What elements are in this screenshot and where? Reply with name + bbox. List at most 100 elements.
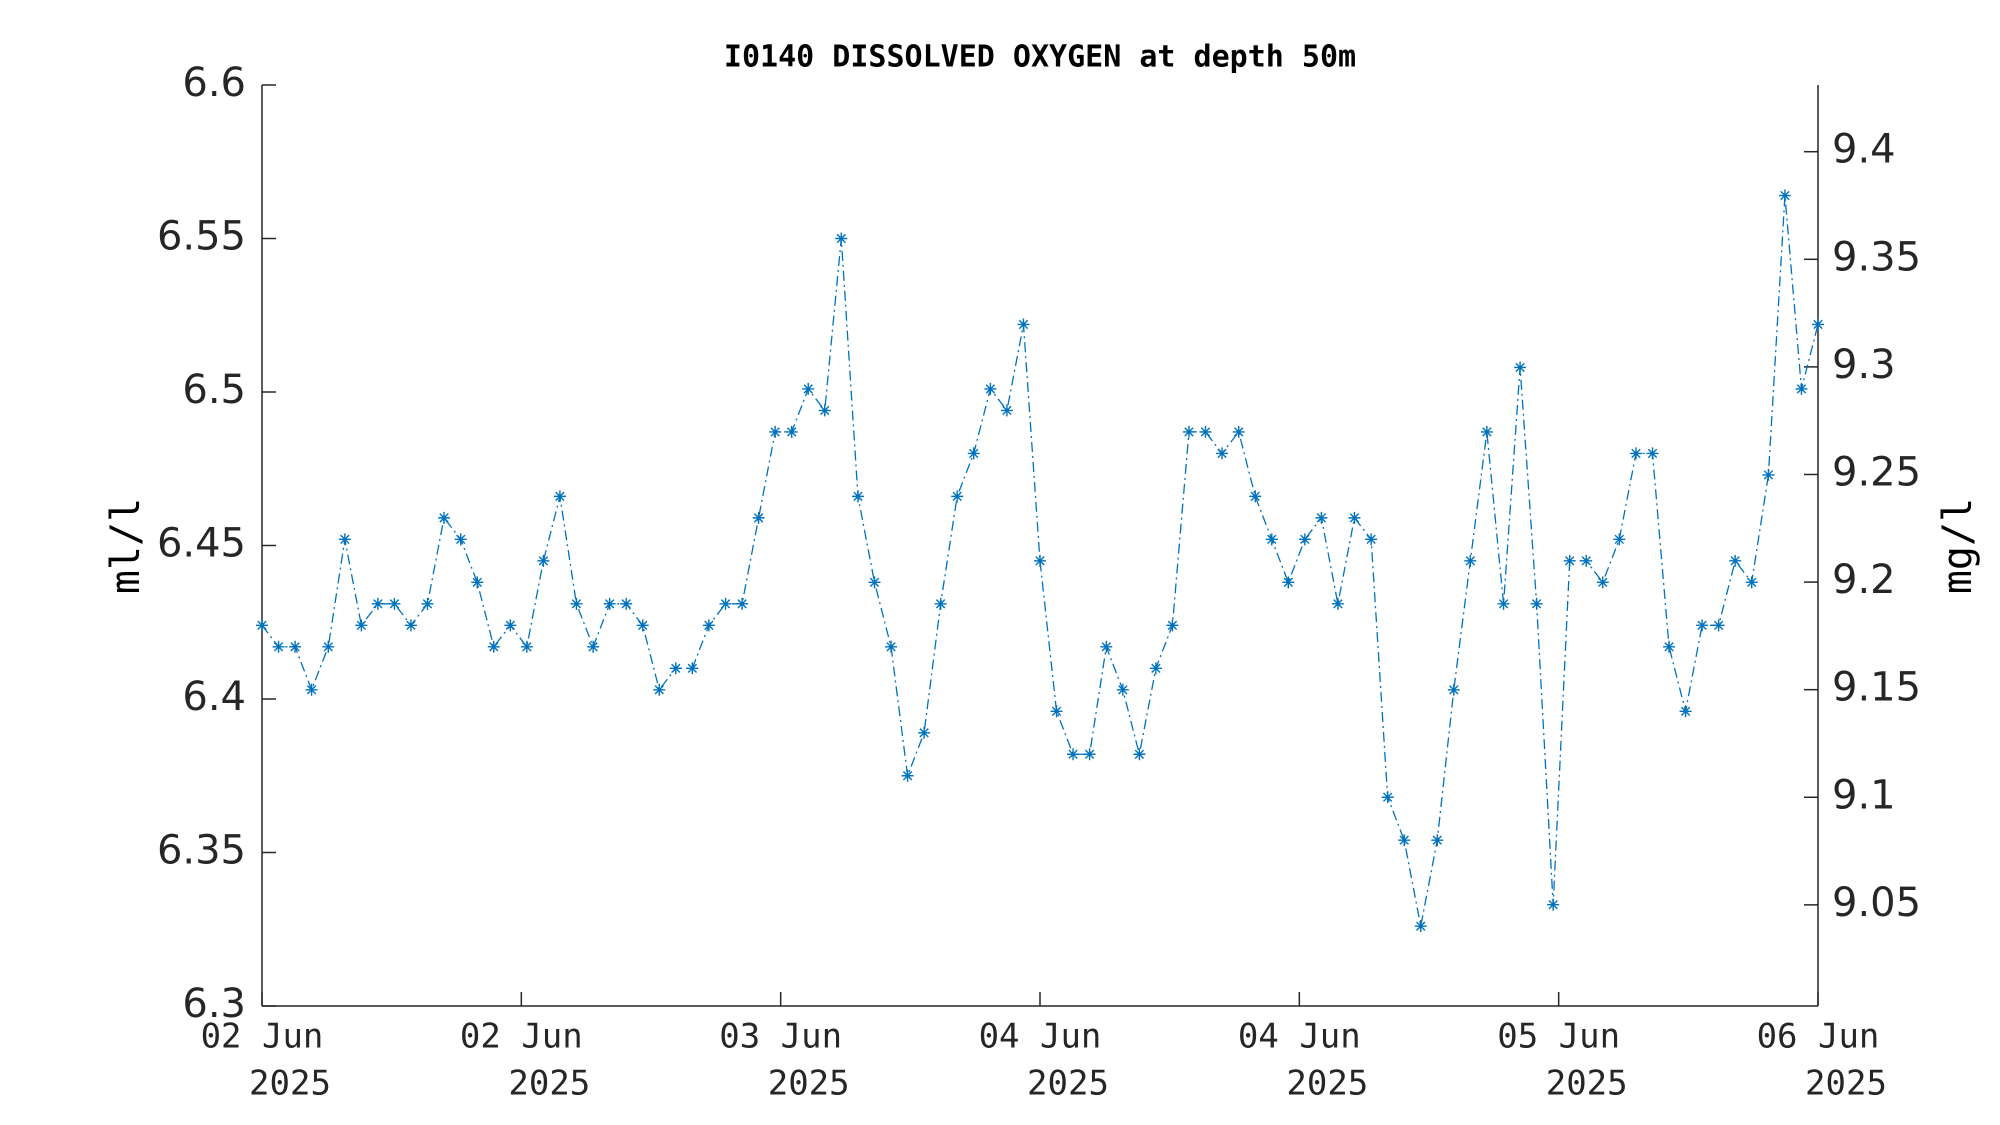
y2-axis-label: mg/l (1935, 498, 1981, 594)
data-point (553, 490, 566, 503)
data-point (1414, 920, 1427, 933)
y-tick-label: 6.55 (157, 214, 246, 260)
y2-tick-label: 9.3 (1832, 342, 1896, 388)
data-point (1663, 640, 1676, 653)
data-point (1530, 597, 1543, 610)
data-point (752, 511, 765, 524)
data-point (918, 726, 931, 739)
data-point (1000, 404, 1013, 417)
data-point (835, 232, 848, 245)
data-point (371, 597, 384, 610)
x-tick-label: 2025 (1805, 1064, 1887, 1104)
data-point (487, 640, 500, 653)
data-point (421, 597, 434, 610)
data-point (1679, 705, 1692, 718)
y-tick-label: 6.5 (182, 367, 246, 413)
data-point (256, 619, 268, 632)
x-tick-label: 05 Jun (1497, 1017, 1620, 1057)
data-point (1100, 640, 1113, 653)
data-point (1298, 533, 1311, 546)
data-point (885, 640, 898, 653)
data-point (984, 382, 997, 395)
y2-tick-label: 9.35 (1832, 234, 1921, 280)
data-point (322, 640, 335, 653)
data-point (1762, 468, 1775, 481)
data-point (537, 554, 550, 567)
data-point (1613, 533, 1626, 546)
y2-tick-label: 9.2 (1832, 557, 1896, 603)
data-point (1348, 511, 1361, 524)
data-point (1431, 834, 1444, 847)
data-point (1563, 554, 1576, 567)
data-point (1216, 447, 1229, 460)
y-tick-label: 6.45 (157, 521, 246, 567)
y2-tick-label: 9.05 (1832, 880, 1921, 926)
data-point (934, 597, 947, 610)
data-point (1381, 791, 1394, 804)
data-point (1547, 898, 1560, 911)
data-point (1232, 425, 1245, 438)
data-point (305, 683, 318, 696)
data-point (1149, 662, 1162, 675)
data-point (1497, 597, 1510, 610)
data-point (702, 619, 715, 632)
data-point (1480, 425, 1493, 438)
y-tick-label: 6.4 (182, 674, 246, 720)
chart-title: I0140 DISSOLVED OXYGEN at depth 50m (724, 40, 1356, 75)
data-point (1629, 447, 1642, 460)
data-point (1199, 425, 1212, 438)
y-tick-label: 6.35 (157, 828, 246, 874)
data-point (669, 662, 682, 675)
data-point (1745, 576, 1758, 589)
data-point (785, 425, 798, 438)
y2-tick-label: 9.25 (1832, 449, 1921, 495)
x-tick-label: 02 Jun (201, 1017, 324, 1057)
data-point (802, 382, 815, 395)
data-point (967, 447, 980, 460)
data-point (603, 597, 616, 610)
data-point (769, 425, 782, 438)
data-point (1050, 705, 1063, 718)
data-point (471, 576, 484, 589)
data-point (1646, 447, 1659, 460)
data-point (1331, 597, 1344, 610)
data-point (620, 597, 633, 610)
data-point (1182, 425, 1195, 438)
data-point (570, 597, 583, 610)
data-point (1398, 834, 1411, 847)
data-point (719, 597, 732, 610)
data-point (388, 597, 401, 610)
data-point (1034, 554, 1046, 567)
x-tick-label: 2025 (1546, 1064, 1628, 1104)
data-point (951, 490, 964, 503)
x-tick-label: 04 Jun (979, 1017, 1102, 1057)
data-point (1017, 318, 1030, 331)
x-tick-label: 04 Jun (1238, 1017, 1361, 1057)
data-point (1580, 554, 1593, 567)
data-point (1083, 748, 1096, 761)
data-point (1729, 554, 1742, 567)
x-tick-label: 2025 (768, 1064, 850, 1104)
x-tick-label: 03 Jun (719, 1017, 842, 1057)
data-point (587, 640, 600, 653)
data-point (338, 533, 351, 546)
data-point (404, 619, 417, 632)
data-point (1514, 361, 1527, 374)
y-tick-label: 6.6 (182, 60, 246, 106)
data-point (1812, 318, 1824, 331)
data-point (438, 511, 451, 524)
data-point (272, 640, 285, 653)
data-point (686, 662, 699, 675)
data-point (636, 619, 649, 632)
data-point (736, 597, 749, 610)
data-point (1249, 490, 1262, 503)
x-tick-label: 2025 (249, 1064, 331, 1104)
data-point (454, 533, 467, 546)
data-point (1166, 619, 1179, 632)
y-axis-label: ml/l (103, 498, 149, 594)
data-point (1464, 554, 1477, 567)
data-point (1116, 683, 1129, 696)
data-point (1315, 511, 1328, 524)
data-point (818, 404, 831, 417)
x-tick-label: 2025 (1286, 1064, 1368, 1104)
